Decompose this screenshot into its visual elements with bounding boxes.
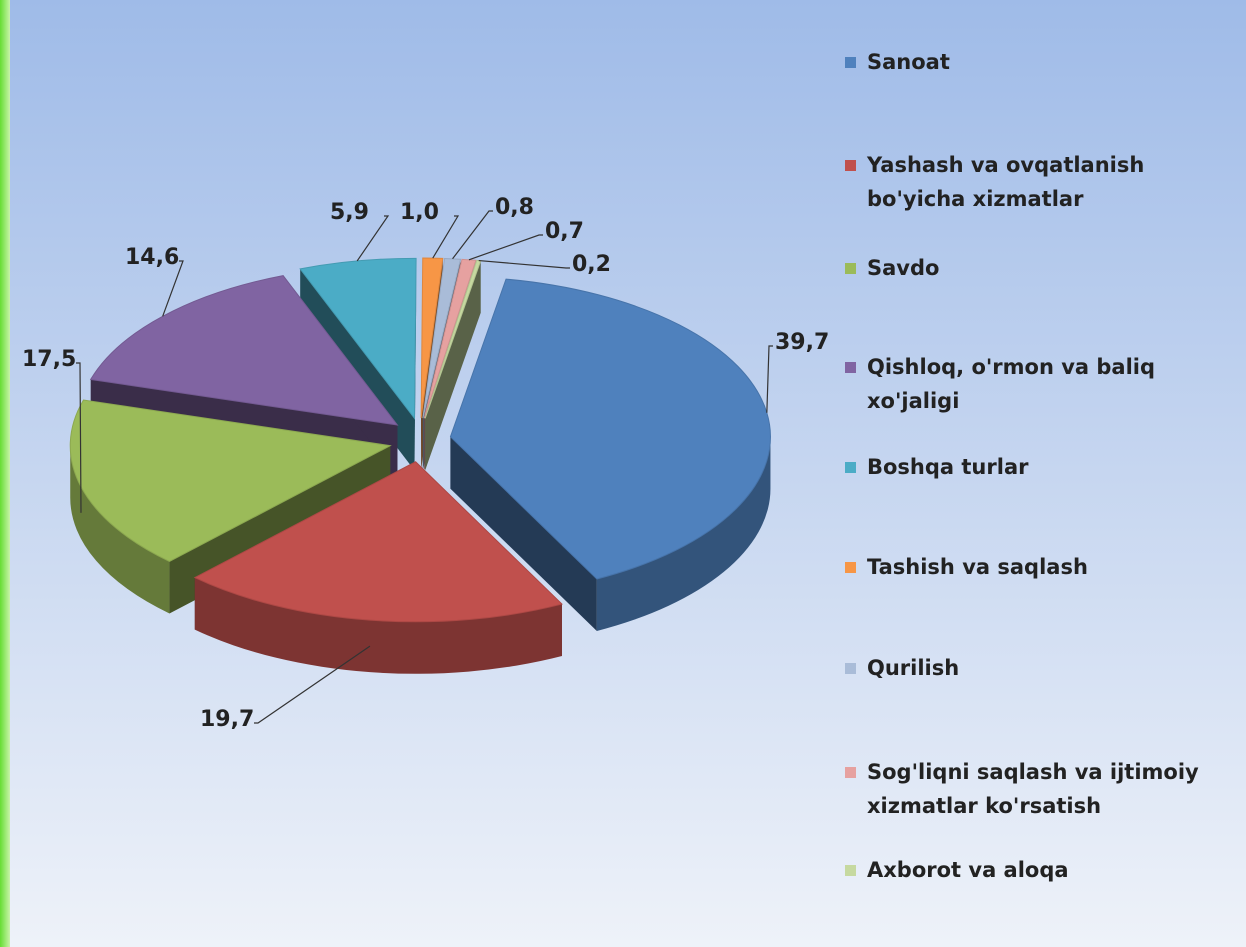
leader-line: [254, 645, 371, 724]
leader-line: [468, 234, 543, 261]
legend-label: Boshqa turlar: [867, 455, 1029, 479]
slice-side: [596, 436, 771, 631]
leader-line: [766, 345, 773, 413]
legend-swatch: [845, 362, 856, 373]
legend-swatch: [845, 57, 856, 68]
leader-line: [478, 259, 570, 269]
leader-line: [356, 215, 390, 262]
data-label: 0,2: [572, 252, 611, 277]
legend-entry: Qurilish: [845, 651, 1225, 685]
slice: [193, 461, 563, 623]
legend-label: Savdo: [867, 256, 940, 280]
legend-entry: Axborot va aloqa: [845, 853, 1225, 887]
data-label: 14,6: [125, 245, 179, 270]
legend-swatch: [845, 767, 856, 778]
slice-side: [194, 577, 562, 674]
legend-entry: Sanoat: [845, 45, 1225, 79]
legend-label: Axborot va aloqa: [867, 858, 1069, 882]
legend-swatch: [845, 865, 856, 876]
legend-label: Tashish va saqlash: [867, 555, 1088, 579]
data-label: 0,8: [495, 195, 534, 220]
legend-entry: Yashash va ovqatlanish bo'yicha xizmatla…: [845, 148, 1225, 216]
data-label: 17,5: [22, 347, 76, 372]
legend-label: Qishloq, o'rmon va baliq xo'jaligi: [867, 355, 1156, 413]
data-label: 5,9: [330, 200, 369, 225]
legend-swatch: [845, 462, 856, 473]
slice-side: [70, 445, 170, 614]
data-label: 0,7: [545, 219, 584, 244]
legend-swatch: [845, 562, 856, 573]
legend-label: Yashash va ovqatlanish bo'yicha xizmatla…: [867, 153, 1145, 211]
data-label: 19,7: [200, 707, 254, 732]
leader-line: [162, 260, 184, 317]
legend-label: Qurilish: [867, 656, 960, 680]
legend-entry: Qishloq, o'rmon va baliq xo'jaligi: [845, 350, 1225, 418]
slice-side: [450, 436, 597, 631]
legend-entry: Sog'liqni saqlash va ijtimoiy xizmatlar …: [845, 755, 1225, 823]
data-label: 39,7: [775, 330, 829, 355]
data-label: 1,0: [400, 200, 439, 225]
leader-line: [452, 210, 493, 260]
slice: [423, 258, 477, 419]
slice-side: [425, 260, 481, 471]
leader-line: [432, 215, 460, 259]
leader-line: [76, 362, 82, 513]
legend-entry: Savdo: [845, 251, 1225, 285]
slice: [449, 278, 771, 580]
legend-label: Sanoat: [867, 50, 950, 74]
legend-swatch: [845, 160, 856, 171]
legend-swatch: [845, 663, 856, 674]
legend-entry: Boshqa turlar: [845, 450, 1225, 484]
legend-entry: Tashish va saqlash: [845, 550, 1225, 584]
side-strip: [0, 0, 10, 947]
legend-label: Sog'liqni saqlash va ijtimoiy xizmatlar …: [867, 760, 1199, 818]
legend-swatch: [845, 263, 856, 274]
